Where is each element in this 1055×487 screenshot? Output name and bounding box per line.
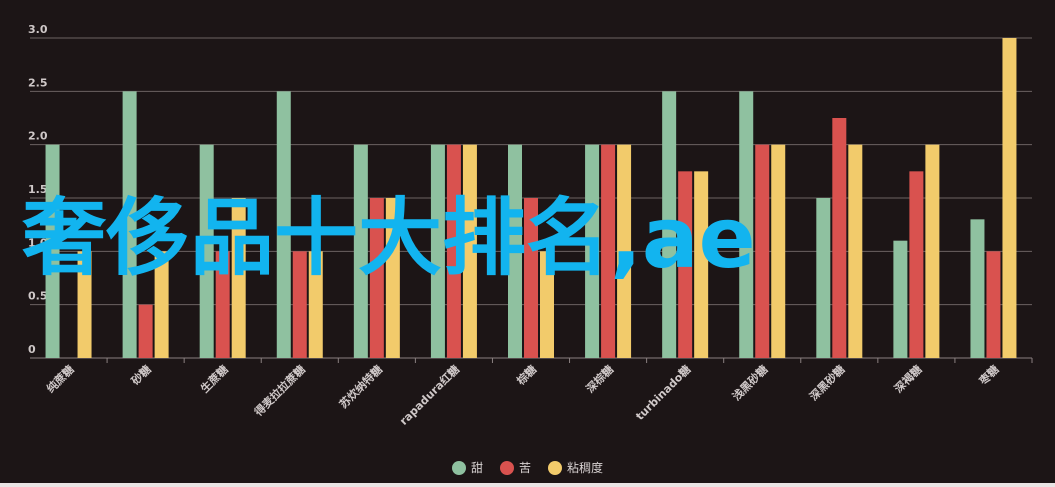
bar-2-1 — [215, 251, 230, 358]
x-category-label: 深褐糖 — [891, 362, 924, 395]
overlay-watermark-text: 奢侈品十大排名,ae — [22, 189, 756, 287]
bar-8-0 — [662, 91, 677, 358]
legend-swatch — [548, 461, 562, 475]
bar-2-2 — [231, 198, 246, 358]
bar-5-2 — [462, 144, 477, 358]
bar-11-1 — [909, 171, 924, 358]
x-category-label: 苏炊纳特糖 — [336, 362, 385, 411]
legend-label: 粘稠度 — [567, 460, 603, 475]
bar-2-0 — [199, 144, 214, 358]
x-category-label: 得麦拉拉蔗糖 — [251, 362, 308, 419]
x-category-label: rapadura红糖 — [396, 362, 462, 428]
y-tick-label: 0.5 — [28, 290, 48, 303]
bar-1-2 — [154, 251, 169, 358]
bar-9-1 — [755, 144, 770, 358]
bar-5-0 — [430, 144, 445, 358]
bar-0-0 — [45, 144, 60, 358]
x-category-label: 生蔗糖 — [198, 362, 231, 395]
bar-10-0 — [816, 198, 831, 358]
bar-3-2 — [308, 251, 323, 358]
bar-8-1 — [678, 171, 693, 358]
x-category-label: 纯蔗糖 — [43, 362, 76, 395]
bar-9-2 — [771, 144, 786, 358]
y-tick-label: 2.5 — [28, 76, 48, 89]
x-category-label: 浅黑砂糖 — [729, 362, 770, 403]
x-category-label: 砂糖 — [128, 362, 153, 387]
bar-4-0 — [353, 144, 368, 358]
bar-6-0 — [508, 144, 522, 358]
bar-3-1 — [292, 251, 307, 358]
bar-9-0 — [739, 91, 754, 358]
bar-4-2 — [385, 198, 400, 358]
y-tick-label: 1.5 — [28, 183, 48, 196]
bar-11-2 — [925, 144, 940, 358]
bar-11-0 — [893, 240, 908, 358]
bar-10-2 — [848, 144, 863, 358]
bar-6-1 — [524, 198, 538, 358]
y-tick-label: 0 — [28, 343, 36, 356]
legend-label: 苦 — [519, 461, 531, 475]
x-category-label: 深黑砂糖 — [806, 362, 847, 403]
bar-1-0 — [122, 91, 137, 358]
legend-swatch — [452, 461, 466, 475]
bar-7-0 — [585, 144, 600, 358]
bar-5-1 — [446, 144, 461, 358]
x-category-label: 深棕糖 — [583, 362, 616, 395]
bar-12-0 — [970, 219, 985, 358]
bar-12-1 — [986, 251, 1001, 358]
bottom-strip — [0, 483, 1055, 487]
x-category-label: 枣糖 — [975, 362, 1001, 388]
bar-6-2 — [540, 251, 554, 358]
y-tick-label: 1.0 — [28, 236, 48, 249]
bar-1-1 — [138, 304, 153, 358]
y-tick-label: 3.0 — [28, 23, 48, 36]
bar-7-1 — [601, 144, 616, 358]
bar-3-0 — [276, 91, 291, 358]
legend-label: 甜 — [471, 461, 483, 475]
bar-12-2 — [1002, 38, 1017, 358]
bar-7-2 — [617, 144, 632, 358]
legend-swatch — [500, 461, 514, 475]
bar-10-1 — [832, 118, 847, 358]
bar-8-2 — [694, 171, 709, 358]
x-category-label: turbinado糖 — [633, 362, 694, 423]
bar-0-2 — [77, 251, 92, 358]
bar-4-1 — [369, 198, 384, 358]
x-category-label: 棕糖 — [513, 362, 539, 388]
y-tick-label: 2.0 — [28, 130, 48, 143]
